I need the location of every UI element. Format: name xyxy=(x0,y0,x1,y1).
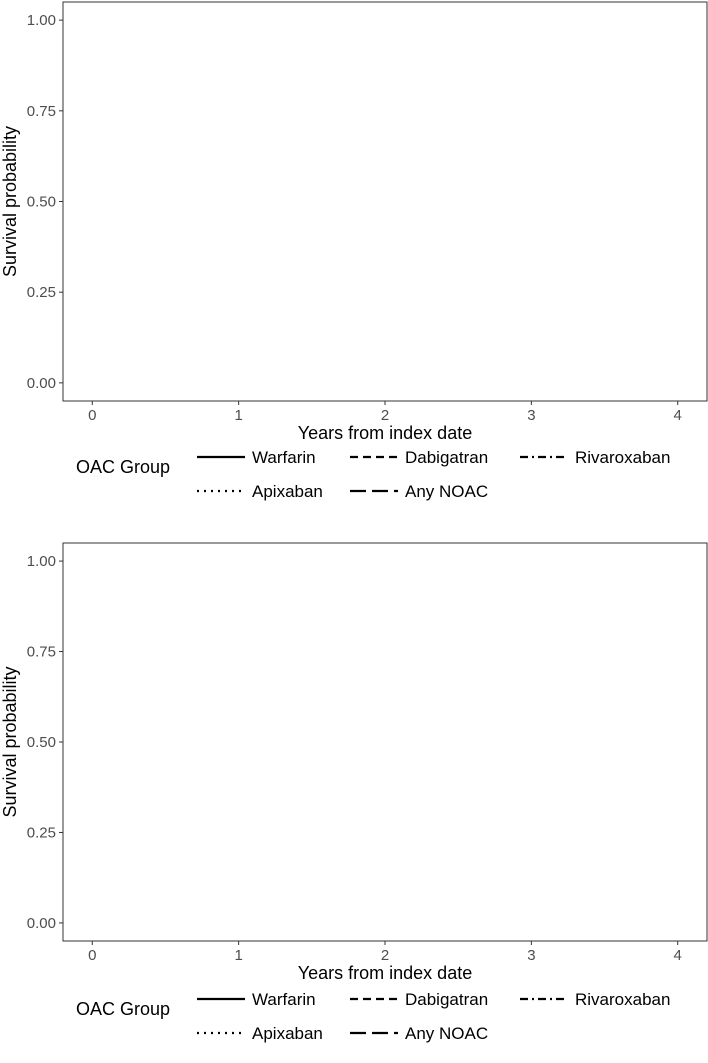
x-axis-title: Years from index date xyxy=(298,963,472,983)
x-tick-label: 1 xyxy=(234,947,242,964)
panel-border xyxy=(62,1,708,402)
legend-title: OAC Group xyxy=(76,457,170,477)
x-tick-label: 3 xyxy=(527,407,535,424)
chart-2: 0.00 0.25 0.50 0.75 1.00 0 1 2 3 4 Years from inde… xyxy=(0,542,708,1043)
panel-border xyxy=(62,542,708,942)
legend-label: Any NOAC xyxy=(405,482,488,501)
y-axis-title: Survival probability xyxy=(0,666,20,817)
y-tick-label: 0.75 xyxy=(27,103,56,120)
chart-1: 0.00 0.25 0.50 0.75 1.00 0 1 2 3 4 Years from inde… xyxy=(0,1,708,501)
legend-label: Apixaban xyxy=(252,482,323,501)
y-tick-label: 0.00 xyxy=(27,375,56,392)
legend-label: Dabigatran xyxy=(405,448,488,467)
x-tick-label: 0 xyxy=(88,947,96,964)
legend-label: Rivaroxaban xyxy=(575,448,670,467)
legend-label: Apixaban xyxy=(252,1024,323,1043)
x-tick-label: 1 xyxy=(234,407,242,424)
legend-label: Warfarin xyxy=(252,448,316,467)
y-tick-label: 0.25 xyxy=(27,824,56,841)
x-tick-label: 0 xyxy=(88,407,96,424)
y-tick-label: 1.00 xyxy=(27,12,56,29)
legend: OAC Group Warfarin Dabigatran Rivaroxaban Ap… xyxy=(76,448,670,501)
legend-label: Rivaroxaban xyxy=(575,990,670,1009)
legend-title: OAC Group xyxy=(76,999,170,1019)
y-tick-label: 0.75 xyxy=(27,644,56,661)
x-tick-label: 4 xyxy=(674,947,682,964)
x-tick-label: 2 xyxy=(381,407,389,424)
x-axis-title: Years from index date xyxy=(298,423,472,443)
x-tick-label: 3 xyxy=(527,947,535,964)
y-tick-label: 0.00 xyxy=(27,915,56,932)
y-tick-label: 0.50 xyxy=(27,734,56,751)
legend: OAC Group Warfarin Dabigatran Rivaroxaban Ap… xyxy=(76,990,670,1043)
y-axis-title: Survival probability xyxy=(0,126,20,277)
x-tick-label: 4 xyxy=(674,407,682,424)
legend-label: Dabigatran xyxy=(405,990,488,1009)
legend-label: Any NOAC xyxy=(405,1024,488,1043)
x-tick-label: 2 xyxy=(381,947,389,964)
y-tick-label: 0.50 xyxy=(27,194,56,211)
legend-label: Warfarin xyxy=(252,990,316,1009)
y-tick-label: 0.25 xyxy=(27,284,56,301)
y-tick-label: 1.00 xyxy=(27,553,56,570)
